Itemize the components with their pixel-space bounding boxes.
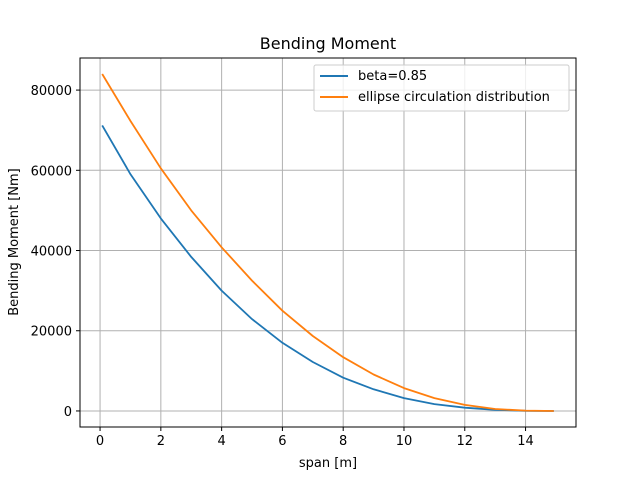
chart-title: Bending Moment <box>260 34 396 53</box>
legend-label-ellipse: ellipse circulation distribution <box>358 90 550 105</box>
y-tick-label: 40000 <box>31 245 72 260</box>
y-axis-ticks: 0 20000 40000 60000 80000 <box>31 84 80 420</box>
y-tick-label: 0 <box>64 405 72 420</box>
x-axis-ticks: 0 2 4 6 8 10 12 14 <box>96 427 534 449</box>
legend: beta=0.85 ellipse circulation distributi… <box>313 64 570 112</box>
series-line-0 <box>101 124 554 412</box>
x-tick-label: 0 <box>96 434 104 449</box>
x-tick-label: 14 <box>517 434 534 449</box>
x-tick-label: 12 <box>456 434 473 449</box>
x-tick-label: 8 <box>339 434 347 449</box>
series-line-1 <box>101 73 554 412</box>
y-tick-label: 80000 <box>31 84 72 99</box>
grid-lines <box>80 58 576 427</box>
y-tick-label: 60000 <box>31 164 72 179</box>
legend-label-beta: beta=0.85 <box>358 69 427 84</box>
y-tick-label: 20000 <box>31 325 72 340</box>
legend-box <box>313 64 570 112</box>
plot-frame <box>79 57 577 428</box>
x-tick-label: 4 <box>217 434 225 449</box>
series-layer <box>101 73 554 412</box>
y-axis-label: Bending Moment [Nm] <box>7 168 22 315</box>
x-axis-label: span [m] <box>299 456 357 471</box>
x-tick-label: 10 <box>396 434 413 449</box>
x-tick-label: 2 <box>157 434 165 449</box>
x-tick-label: 6 <box>278 434 286 449</box>
